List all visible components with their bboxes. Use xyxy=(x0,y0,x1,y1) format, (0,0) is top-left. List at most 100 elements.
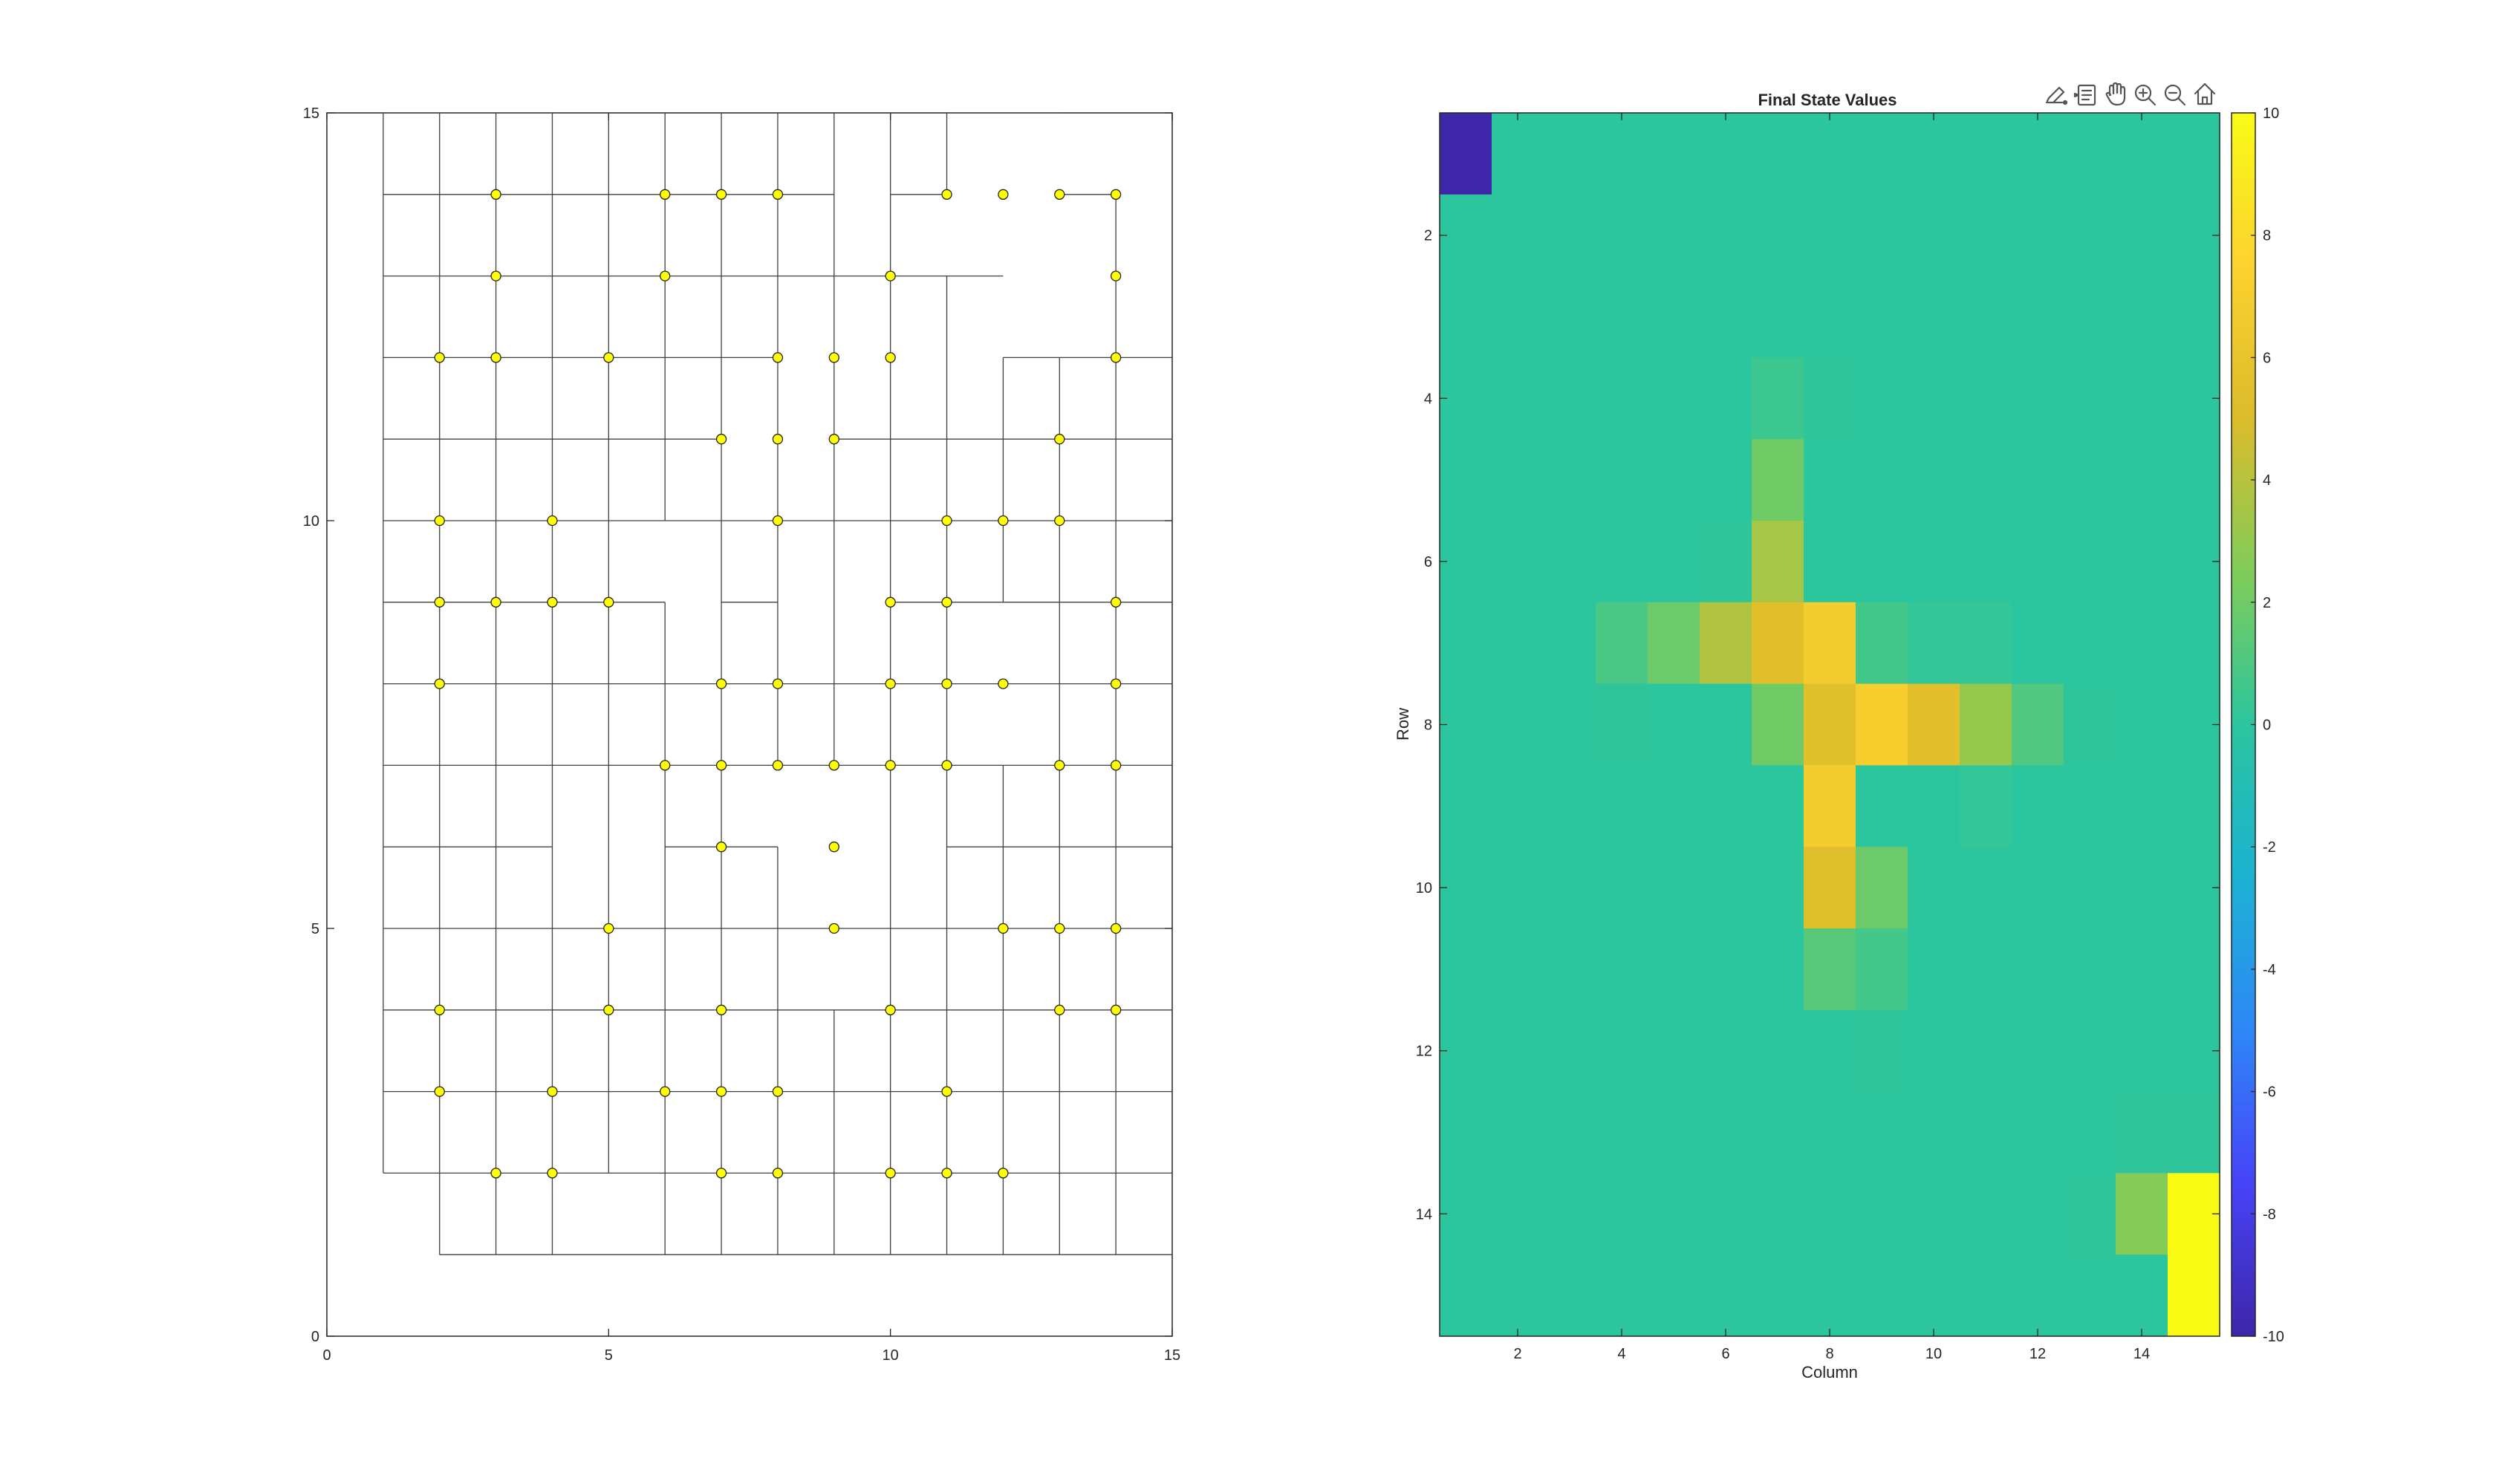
heatmap-cell xyxy=(1804,602,1856,684)
heatmap-cell xyxy=(1492,521,1544,602)
heatmap-cell xyxy=(1908,439,1960,521)
maze-marker xyxy=(829,761,839,770)
heatmap-cell xyxy=(1856,357,1908,439)
heatmap-cell xyxy=(1700,195,1752,276)
heatmap-cell xyxy=(2116,195,2168,276)
heatmap-cell xyxy=(1596,439,1648,521)
maze-marker xyxy=(717,679,727,689)
heatmap-cell xyxy=(2116,928,2168,1010)
zoom-in-icon[interactable] xyxy=(2136,85,2155,105)
maze-x-tick-label: 5 xyxy=(605,1347,613,1364)
maze-marker xyxy=(998,924,1008,934)
heatmap-cell xyxy=(1440,276,1492,358)
heatmap-cell xyxy=(2064,684,2116,766)
heatmap-cell xyxy=(1960,195,2012,276)
heatmap-cell xyxy=(2012,521,2064,602)
heatmap-cell xyxy=(1648,1010,1700,1092)
heatmap-cell xyxy=(1492,439,1544,521)
heatmap-cell xyxy=(2064,1254,2116,1336)
heatmap-cell xyxy=(2116,684,2168,766)
maze-plot-area xyxy=(327,113,1172,1336)
heatmap-cell xyxy=(1648,439,1700,521)
heatmap-cell xyxy=(1492,1010,1544,1092)
heatmap-cell xyxy=(1960,439,2012,521)
heatmap-cell xyxy=(1804,276,1856,358)
heatmap-cell xyxy=(1544,1010,1596,1092)
maze-marker xyxy=(547,516,557,526)
heatmap-cell xyxy=(1492,1092,1544,1174)
maze-marker xyxy=(1111,271,1121,281)
axes-toolbar xyxy=(2047,83,2214,105)
maze-marker xyxy=(547,1087,557,1096)
maze-marker xyxy=(942,679,952,689)
maze-marker xyxy=(717,189,727,199)
heatmap-cell xyxy=(2012,684,2064,766)
heatmap-cell xyxy=(1908,1092,1960,1174)
heatmap-cell xyxy=(1648,357,1700,439)
heatmap-cell xyxy=(1596,521,1648,602)
heatmap-cell xyxy=(1700,521,1752,602)
heatmap-cell xyxy=(1700,113,1752,195)
maze-marker xyxy=(660,761,670,770)
maze-marker xyxy=(1055,435,1065,444)
heatmap-cell xyxy=(2168,113,2220,195)
heatmap-cell xyxy=(1440,195,1492,276)
heatmap-cell xyxy=(1440,357,1492,439)
heatmap-cell xyxy=(1908,113,1960,195)
heatmap-cell xyxy=(1544,1254,1596,1336)
maze-marker xyxy=(773,679,782,689)
heatmap-cell xyxy=(1804,195,1856,276)
maze-marker xyxy=(1111,761,1121,770)
maze-marker xyxy=(1111,679,1121,689)
heatmap-cell xyxy=(1492,195,1544,276)
pan-hand-icon[interactable] xyxy=(2107,83,2125,105)
heatmap-cell xyxy=(1752,1254,1804,1336)
heatmap-cell xyxy=(1596,1254,1648,1336)
heatmap-cell xyxy=(1700,1092,1752,1174)
heatmap-cell xyxy=(1960,928,2012,1010)
heatmap-y-tick-label: 6 xyxy=(1424,554,1432,570)
maze-marker xyxy=(1111,189,1121,199)
heatmap-cell xyxy=(1908,602,1960,684)
zoom-out-icon[interactable] xyxy=(2165,85,2185,105)
heatmap-cell xyxy=(2168,439,2220,521)
maze-marker xyxy=(773,435,782,444)
heatmap-cell xyxy=(1908,765,1960,847)
colorbar-tick-label: 2 xyxy=(2263,595,2271,611)
heatmap-cell xyxy=(2012,847,2064,928)
heatmap-cell xyxy=(1908,847,1960,928)
brush-icon[interactable] xyxy=(2047,88,2067,104)
heatmap-cell xyxy=(1596,113,1648,195)
datatip-icon[interactable] xyxy=(2075,85,2095,105)
heatmap-cell xyxy=(1544,276,1596,358)
heatmap-cell xyxy=(1960,765,2012,847)
heatmap-y-tick-label: 14 xyxy=(1416,1206,1432,1223)
heatmap-cell xyxy=(2064,1173,2116,1254)
heatmap-cell xyxy=(1492,684,1544,766)
heatmap-cell xyxy=(1492,765,1544,847)
colorbar-tick-label: 8 xyxy=(2263,228,2271,244)
heatmap-cell xyxy=(2012,195,2064,276)
heatmap-cell xyxy=(1856,113,1908,195)
maze-marker xyxy=(885,1168,895,1178)
colorbar-tick-label: -6 xyxy=(2263,1084,2276,1101)
heatmap-cell xyxy=(2064,439,2116,521)
colorbar[interactable]: 10 8 6 4 2 0 -2 -4 -6 -8 -10 xyxy=(2232,105,2284,1345)
heatmap-cell xyxy=(2064,195,2116,276)
home-icon[interactable] xyxy=(2195,84,2214,104)
heatmap-cell xyxy=(1960,1010,2012,1092)
heatmap-cell xyxy=(1700,1254,1752,1336)
heatmap-cell xyxy=(2064,847,2116,928)
heatmap-cell xyxy=(1544,602,1596,684)
heatmap-cell xyxy=(1648,928,1700,1010)
maze-marker xyxy=(1111,597,1121,607)
heatmap-cell xyxy=(1492,847,1544,928)
heatmap-cell xyxy=(1544,847,1596,928)
heatmap-cell xyxy=(1856,439,1908,521)
heatmap-cell xyxy=(2012,1173,2064,1254)
colorbar-tick-label: 6 xyxy=(2263,350,2271,366)
maze-marker xyxy=(491,597,501,607)
heatmap-cell xyxy=(1804,928,1856,1010)
maze-marker xyxy=(773,761,782,770)
maze-marker xyxy=(491,1168,501,1178)
